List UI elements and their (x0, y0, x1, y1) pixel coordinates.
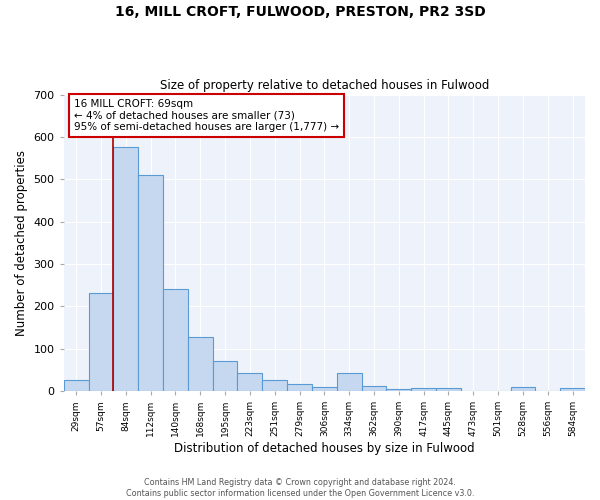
Bar (287, 384, 312, 391)
Bar (560, 388, 585, 391)
Bar (64, 380, 89, 391)
Text: 16 MILL CROFT: 69sqm
← 4% of detached houses are smaller (73)
95% of semi-detach: 16 MILL CROFT: 69sqm ← 4% of detached ho… (74, 99, 339, 132)
Bar (262, 380, 287, 391)
Text: 16, MILL CROFT, FULWOOD, PRESTON, PR2 3SD: 16, MILL CROFT, FULWOOD, PRESTON, PR2 3S… (115, 5, 485, 19)
Text: Contains HM Land Registry data © Crown copyright and database right 2024.
Contai: Contains HM Land Registry data © Crown c… (126, 478, 474, 498)
Bar (113, 148, 138, 391)
Bar (138, 175, 163, 391)
Bar (312, 387, 337, 391)
Bar (511, 387, 535, 391)
Title: Size of property relative to detached houses in Fulwood: Size of property relative to detached ho… (160, 79, 489, 92)
Bar (163, 290, 188, 391)
Bar (362, 386, 386, 391)
Bar (238, 374, 262, 391)
Bar (89, 293, 113, 391)
X-axis label: Distribution of detached houses by size in Fulwood: Distribution of detached houses by size … (174, 442, 475, 455)
Bar (188, 338, 212, 391)
Y-axis label: Number of detached properties: Number of detached properties (15, 150, 28, 336)
Bar (386, 389, 411, 391)
Bar (436, 388, 461, 391)
Bar (212, 360, 238, 391)
Bar (337, 374, 362, 391)
Bar (411, 388, 436, 391)
